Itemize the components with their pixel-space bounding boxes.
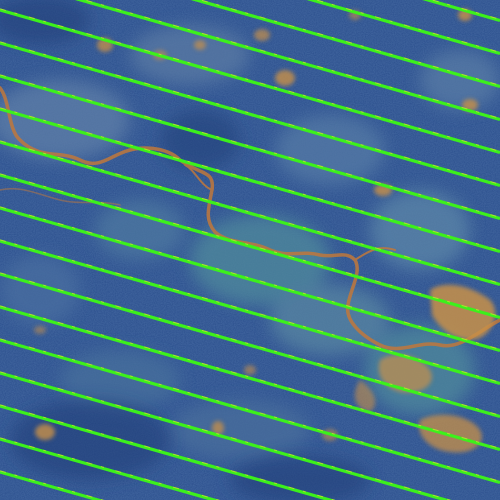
scan-line (0, 305, 500, 452)
scan-line (0, 239, 500, 386)
scan-line (306, 0, 500, 56)
scan-line (0, 140, 500, 287)
scan-line (190, 0, 500, 89)
scan-line (0, 206, 500, 353)
scan-line (74, 0, 500, 122)
scan-line (0, 338, 500, 485)
scan-line (0, 272, 500, 419)
scan-line (0, 470, 105, 500)
scan-line (0, 74, 500, 221)
scan-line (0, 437, 220, 500)
scan-line (0, 41, 500, 188)
scan-line (0, 173, 500, 320)
scan-line (0, 107, 500, 254)
scan-line (0, 8, 500, 155)
scan-line (0, 404, 336, 500)
scan-line (0, 371, 452, 500)
